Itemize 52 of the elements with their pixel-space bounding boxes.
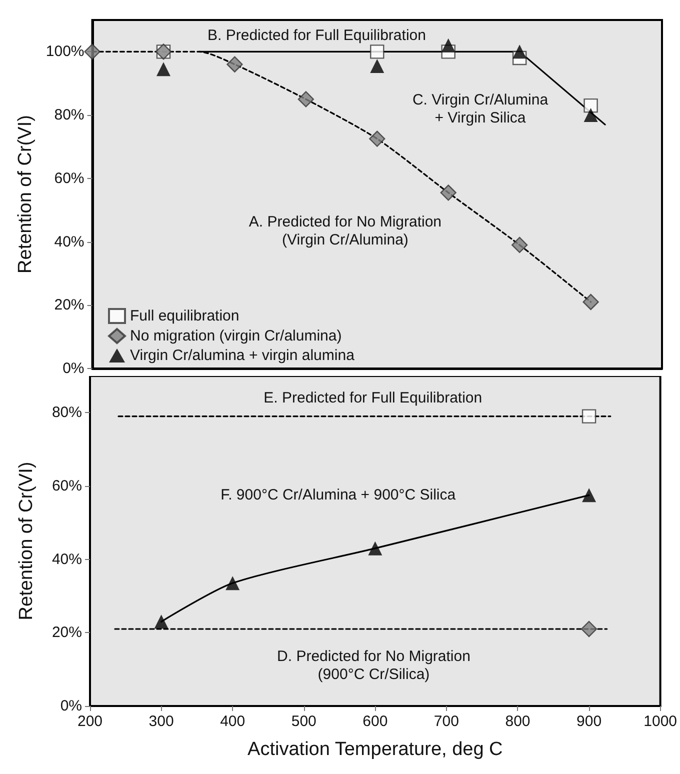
point — [156, 62, 170, 76]
y-tick-label: 0% — [62, 360, 84, 377]
point — [511, 236, 528, 254]
legend-label: No migration (virgin Cr/alumina) — [130, 328, 342, 344]
point — [226, 576, 240, 590]
annotation: B. Predicted for Full Equilibration — [208, 27, 426, 44]
x-tick-label: 600 — [362, 713, 388, 730]
point — [298, 91, 314, 108]
x-tick-label: 300 — [148, 713, 174, 730]
point — [582, 294, 599, 310]
y-axis-title: Retention of Cr(VI) — [16, 462, 37, 620]
y-tick-label: 60% — [52, 478, 82, 494]
y-tick-label: 100% — [46, 43, 84, 60]
y-tick-label: 60% — [54, 170, 84, 187]
x-tick-label: 400 — [220, 713, 246, 730]
x-tick-label: 200 — [77, 713, 103, 730]
x-tick-label: 700 — [434, 713, 459, 730]
point — [584, 98, 598, 113]
point — [226, 56, 243, 72]
point — [441, 38, 456, 52]
x-tick-label: 900 — [576, 713, 602, 730]
point — [84, 44, 100, 60]
y-tick-label: 80% — [52, 404, 82, 422]
x-axis-title: Activation Temperature, deg C — [248, 739, 503, 760]
legend-label: Full equilibration — [130, 308, 240, 324]
x-tick-label: 1000 — [644, 713, 678, 730]
annotation: E. Predicted for Full Equilibration — [264, 390, 482, 407]
x-tick-label: 800 — [505, 713, 530, 730]
point — [584, 108, 598, 122]
y-tick-label: 0% — [60, 698, 82, 714]
point — [582, 488, 596, 502]
annotation: D. Predicted for No Migration (900°C Cr/Silica) — [277, 648, 470, 684]
annotation: F. 900°C Cr/Alumina + 900°C Silica — [220, 486, 456, 504]
point — [440, 184, 456, 201]
point — [370, 44, 384, 59]
y-tick-label: 40% — [54, 233, 84, 250]
annotation: C. Virgin Cr/Alumina + Virgin Silica — [412, 91, 549, 126]
annotation: A. Predicted for No Migration (Virgin Cr/Alumina) — [248, 213, 442, 248]
point — [582, 409, 596, 424]
x-tick-label: 500 — [291, 713, 316, 730]
point — [368, 541, 382, 556]
point — [369, 130, 386, 147]
y-tick-label: 20% — [54, 296, 84, 314]
y-axis-title: Retention of Cr(VI) — [15, 115, 36, 274]
y-tick-label: 20% — [52, 624, 82, 642]
point — [370, 58, 384, 73]
y-tick-label: 40% — [52, 550, 82, 568]
legend-label: Virgin Cr/alumina + virgin alumina — [130, 347, 356, 364]
y-tick-label: 80% — [54, 106, 84, 124]
point — [512, 44, 527, 59]
point — [580, 620, 598, 638]
point — [154, 614, 168, 629]
